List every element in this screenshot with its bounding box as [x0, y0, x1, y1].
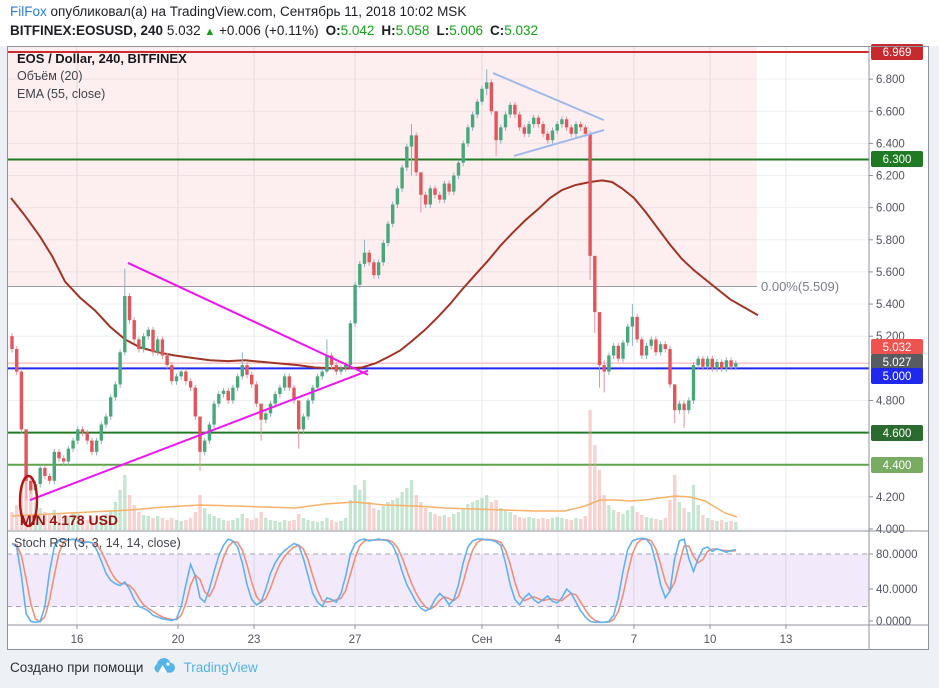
svg-text:6.800: 6.800	[876, 74, 905, 86]
svg-text:4.600: 4.600	[883, 428, 912, 440]
svg-text:27: 27	[349, 634, 362, 646]
published-text: опубликовал(а) на TradingView.com, Сентя…	[46, 4, 467, 19]
svg-text:5.027: 5.027	[883, 357, 912, 369]
svg-text:4.400: 4.400	[883, 460, 912, 472]
tradingview-brand-link[interactable]: TradingView	[183, 659, 258, 675]
svg-text:6.400: 6.400	[876, 138, 905, 150]
header: FilFox опубликовал(а) на TradingView.com…	[0, 0, 939, 46]
svg-text:4.000: 4.000	[876, 524, 905, 536]
high-value: 5.058	[395, 23, 430, 38]
high-label: H:	[381, 23, 396, 38]
publish-line: FilFox опубликовал(а) на TradingView.com…	[10, 4, 466, 19]
svg-text:13: 13	[780, 634, 793, 646]
candles-layer	[10, 69, 738, 501]
pennant-trendline	[513, 129, 605, 157]
chart-legend-title[interactable]: EOS / Dollar, 240, BITFINEX	[17, 51, 187, 66]
user-drawings	[18, 72, 605, 528]
svg-text:5.800: 5.800	[876, 235, 905, 247]
min-price-annotation: MIN 4.178 USD	[20, 512, 119, 528]
open-label: O:	[325, 23, 341, 38]
price-change: +0.006 (+0.11%)	[219, 23, 319, 38]
ticker-line: BITFINEX:EOSUSD, 240 5.032 ▲ +0.006 (+0.…	[10, 23, 538, 38]
author-link[interactable]: FilFox	[10, 4, 47, 19]
close-value: 5.032	[504, 23, 539, 38]
svg-text:7: 7	[631, 634, 637, 646]
svg-text:16: 16	[71, 634, 84, 646]
panel-backgrounds	[7, 46, 929, 650]
last-price: 5.032	[166, 23, 201, 38]
svg-text:40.0000: 40.0000	[876, 584, 918, 596]
stoch-rsi-legend[interactable]: Stoch RSI (3, 3, 14, 14, close)	[14, 536, 181, 550]
open-value: 5.042	[340, 23, 375, 38]
symbol-title[interactable]: BITFINEX:EOSUSD, 240	[10, 23, 164, 38]
footer: Создано при помощи TradingView	[10, 657, 258, 677]
magenta-trendline	[29, 369, 369, 501]
svg-text:6.600: 6.600	[876, 106, 905, 118]
low-label: L:	[436, 23, 450, 38]
magenta-trendline	[127, 262, 369, 376]
chart-legend-ema[interactable]: EMA (55, close)	[17, 87, 106, 101]
svg-text:Сен: Сен	[471, 634, 492, 646]
svg-text:6.000: 6.000	[876, 203, 905, 215]
stoch-k-line	[11, 537, 736, 624]
panel-borders	[7, 46, 929, 650]
up-arrow-icon: ▲	[204, 26, 216, 38]
svg-text:80.0000: 80.0000	[876, 549, 918, 561]
svg-text:5.000: 5.000	[883, 371, 912, 383]
min-ellipse	[18, 474, 39, 528]
stoch-rsi-panel	[7, 537, 869, 624]
low-value: 5.006	[449, 23, 483, 38]
svg-text:10: 10	[704, 634, 717, 646]
created-with-text: Создано при помощи	[10, 659, 144, 675]
svg-text:6.200: 6.200	[876, 171, 905, 183]
fib-level-label: 0.00%(5.509)	[761, 279, 840, 294]
tradingview-logo-icon[interactable]	[150, 657, 176, 677]
svg-text:6.300: 6.300	[883, 154, 912, 166]
close-label: C:	[490, 23, 505, 38]
svg-text:23: 23	[248, 634, 261, 646]
chart-legend-volume[interactable]: Объём (20)	[17, 69, 83, 83]
svg-text:4: 4	[555, 634, 562, 646]
time-axis[interactable]: 16 20 23 27 Сен 4 7 10 13	[71, 625, 793, 646]
svg-text:5.600: 5.600	[876, 267, 905, 279]
pennant-trendline	[492, 72, 605, 122]
svg-text:4.200: 4.200	[876, 492, 905, 504]
svg-text:5.400: 5.400	[876, 299, 905, 311]
svg-text:0.0000: 0.0000	[876, 616, 911, 628]
volume-bars	[10, 410, 738, 530]
svg-text:5.032: 5.032	[883, 342, 912, 354]
svg-text:4.800: 4.800	[876, 395, 905, 407]
svg-text:6.969: 6.969	[883, 47, 912, 59]
svg-text:20: 20	[172, 634, 185, 646]
